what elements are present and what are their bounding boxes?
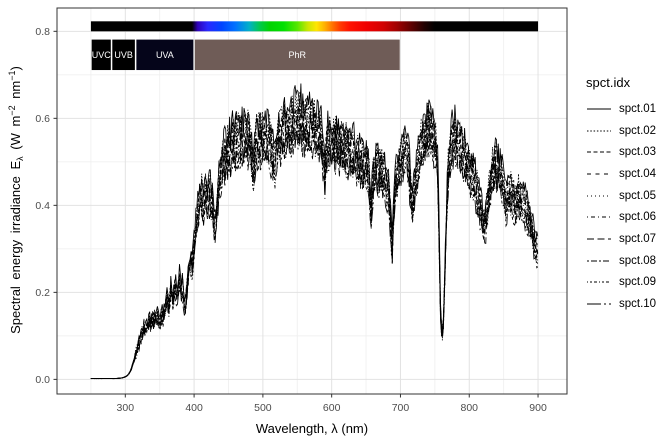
spectrum-curve-spct.07 — [90, 116, 539, 380]
legend-label-spct.06: spct.06 — [619, 211, 657, 224]
legend-entry-spct.10: spct.10 — [586, 293, 656, 315]
legend-entries: spct.01 spct.02 spct.03 spct.04 spct.05 spct.… — [586, 98, 656, 315]
waveband-label-uvb: UVB — [114, 50, 133, 60]
legend-entry-spct.03: spct.03 — [586, 141, 656, 163]
panel-border — [56, 7, 568, 395]
legend-key-line-spct.02 — [587, 129, 611, 132]
y-tick-label-0.4: 0.4 — [35, 200, 50, 212]
legend-label-spct.07: spct.07 — [619, 232, 657, 245]
legend-key-line-spct.04 — [587, 173, 611, 175]
y-axis-units-1: (W m — [8, 115, 23, 157]
legend-entry-spct.07: spct.07 — [586, 228, 656, 250]
legend-key-line-spct.06 — [587, 216, 611, 218]
waveband-label-phr: PhR — [289, 50, 307, 60]
x-tick-label-300: 300 — [117, 402, 135, 414]
x-tick-label-900: 900 — [529, 402, 547, 414]
y-tick-label-0.8: 0.8 — [35, 26, 50, 38]
x-tick-label-600: 600 — [323, 402, 341, 414]
legend-label-spct.09: spct.09 — [619, 276, 657, 289]
waveband-box-uvc — [91, 39, 111, 71]
spectrum-curve-spct.03 — [90, 98, 539, 380]
spectrum-curve-spct.09 — [90, 126, 539, 380]
waveband-box-uvb — [112, 39, 135, 71]
spectra-lines — [90, 83, 539, 380]
legend-key-line-spct.08 — [587, 260, 611, 262]
wavelength-colorbar — [90, 21, 539, 32]
legend-entry-spct.01: spct.01 — [586, 98, 656, 120]
legend-label-spct.02: spct.02 — [619, 124, 657, 137]
y-axis-title-text: Spectral energy irradiance E — [8, 160, 23, 334]
x-tick-label-400: 400 — [185, 402, 203, 414]
y-axis-units-2: nm — [8, 80, 23, 106]
legend-label-spct.04: spct.04 — [619, 167, 657, 180]
legend-entry-spct.06: spct.06 — [586, 206, 656, 228]
legend-label-spct.05: spct.05 — [619, 189, 657, 202]
y-tick-label-0.0: 0.0 — [35, 374, 50, 386]
waveband-label-uvc: UVC — [92, 50, 112, 60]
x-tick-label-700: 700 — [392, 402, 410, 414]
y-tick-label-0.6: 0.6 — [35, 113, 50, 125]
legend-key-line-spct.09 — [587, 281, 611, 283]
legend-label-spct.03: spct.03 — [619, 146, 657, 159]
y-axis-title: Spectral energy irradiance Eλ (W m−2 nm−… — [7, 7, 26, 393]
legend-key-line-spct.10 — [587, 303, 611, 305]
spectrum-curve-spct.08 — [90, 123, 539, 380]
legend-key-line-spct.03 — [587, 151, 611, 153]
axis-ticks: 300 400 500 600 700 800 900 0.0 0.2 0.4 0.6 0.8 — [35, 26, 547, 414]
legend-entry-spct.04: spct.04 — [586, 163, 656, 185]
legend-label-spct.10: spct.10 — [619, 298, 657, 311]
x-tick-label-800: 800 — [460, 402, 478, 414]
waveband-boxes: UVC UVB UVA PhR — [91, 39, 400, 71]
spectrum-curve-spct.06 — [90, 109, 539, 380]
legend-label-spct.01: spct.01 — [619, 102, 657, 115]
legend-key-line-spct.01 — [587, 108, 611, 110]
y-axis-sup-nm1: −1 — [7, 70, 17, 81]
x-tick-label-500: 500 — [254, 402, 272, 414]
legend-entry-spct.09: spct.09 — [586, 272, 656, 294]
legend-entry-spct.08: spct.08 — [586, 250, 656, 272]
waveband-box-uva — [136, 39, 194, 71]
y-axis-lambda-subscript: λ — [15, 156, 25, 161]
legend-title: spct.idx — [586, 75, 631, 90]
legend-entry-spct.02: spct.02 — [586, 120, 656, 142]
x-axis-title: Wavelength, λ (nm) — [255, 421, 369, 436]
legend-entry-spct.05: spct.05 — [586, 185, 656, 207]
y-tick-label-0.2: 0.2 — [35, 287, 50, 299]
legend: spct.idx spct.01 spct.02 spct.03 spct.04 spc… — [586, 75, 656, 315]
legend-key-line-spct.07 — [587, 238, 611, 240]
spectrum-curve-spct.10 — [90, 127, 539, 380]
waveband-label-uva: UVA — [156, 50, 174, 60]
legend-label-spct.08: spct.08 — [619, 254, 657, 267]
legend-key-line-spct.05 — [587, 195, 611, 197]
y-axis-sup-m2: −2 — [7, 105, 17, 116]
waveband-box-phr — [194, 39, 400, 71]
